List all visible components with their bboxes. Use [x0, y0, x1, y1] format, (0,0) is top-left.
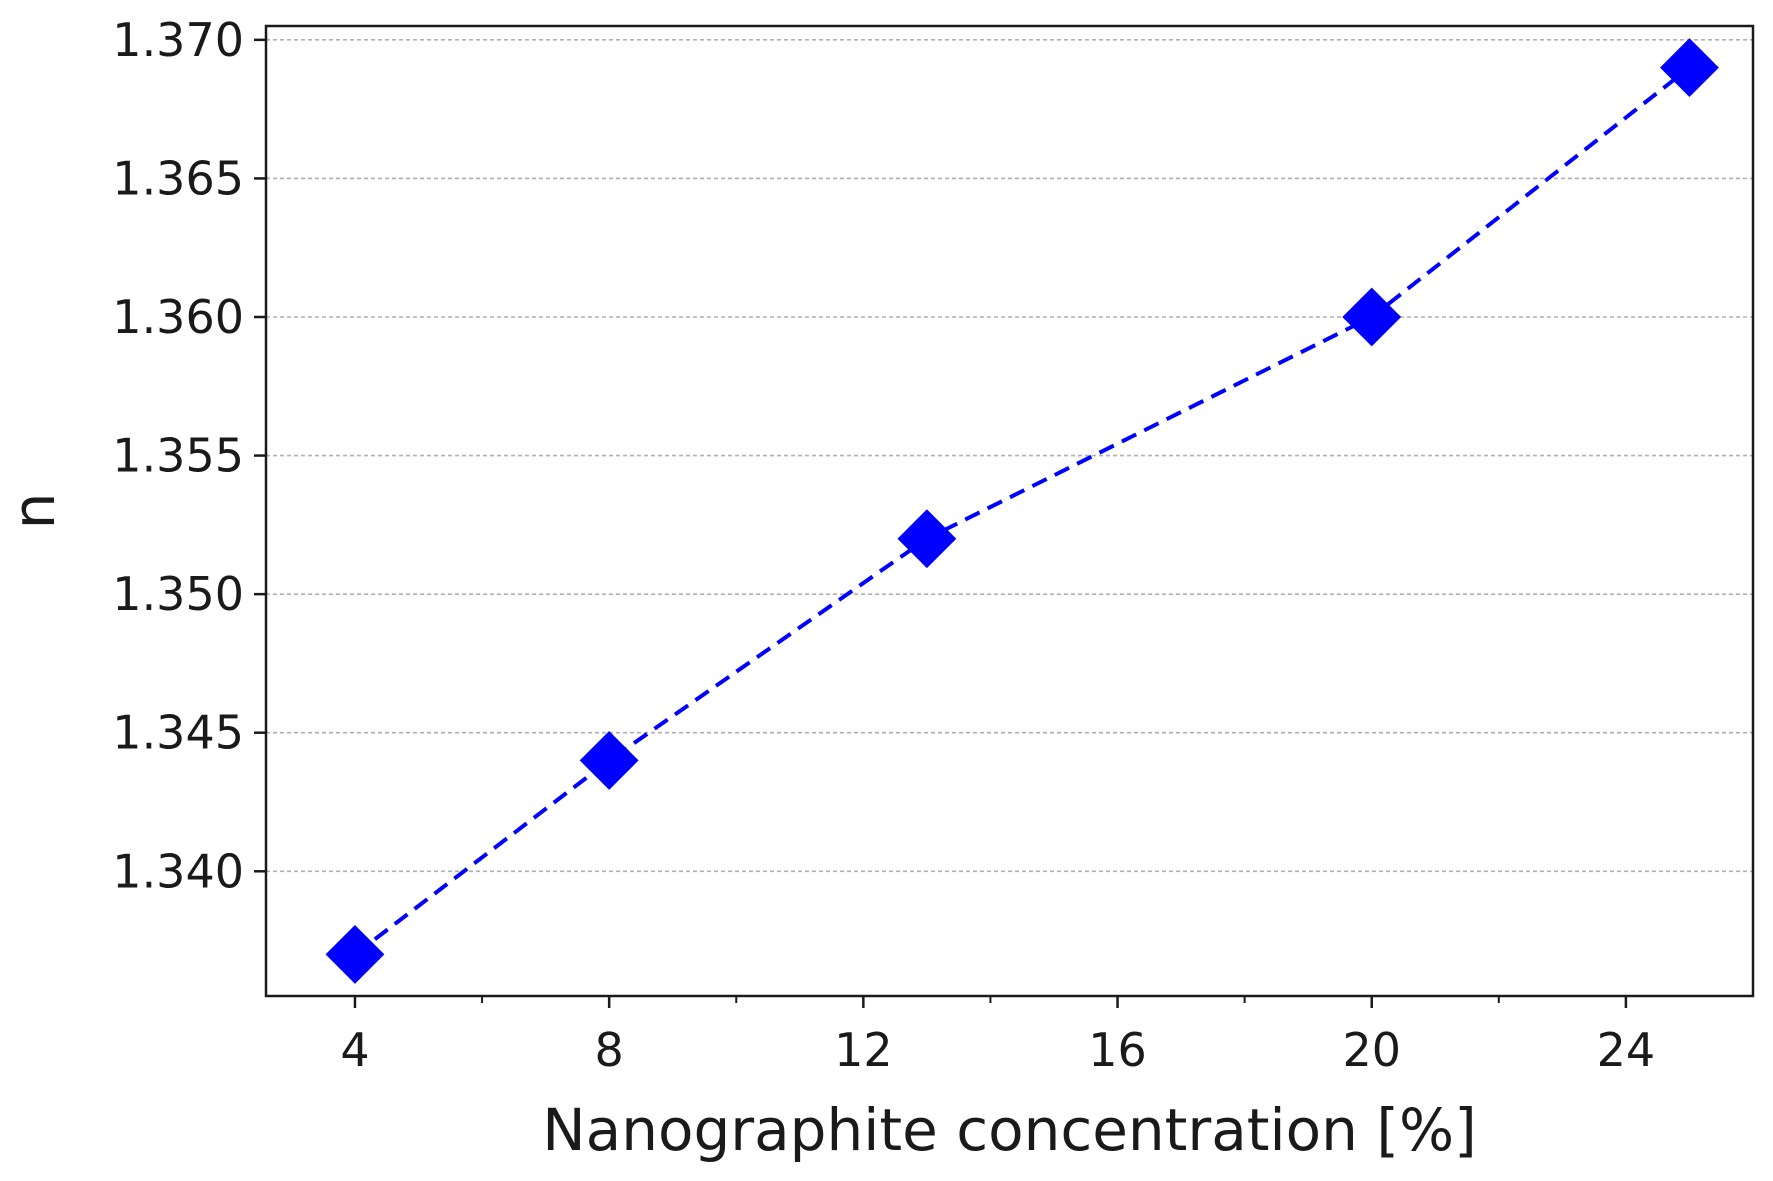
x-tick-label: 8	[595, 1023, 624, 1077]
x-tick-label: 16	[1088, 1023, 1147, 1077]
data-point-marker	[897, 509, 957, 569]
y-tick-label: 1.345	[112, 706, 244, 760]
data-point-marker	[579, 731, 639, 790]
series-layer	[325, 38, 1719, 984]
x-tick-label: 4	[340, 1023, 369, 1077]
ticks-layer: 4 8 12 16 20 24 1.340 1.345 1.350 1.355 1.360 1.365…	[112, 13, 1655, 1077]
y-tick-label: 1.350	[112, 567, 244, 621]
data-point-marker	[325, 925, 385, 984]
y-axis-label: n	[0, 493, 68, 530]
x-tick-label: 12	[834, 1023, 893, 1077]
plot-frame	[264, 24, 1755, 998]
y-tick-label: 1.360	[112, 290, 244, 344]
x-axis-label: Nanographite concentration [%]	[542, 1096, 1476, 1164]
y-tick-label: 1.340	[112, 844, 244, 898]
data-point-marker	[1342, 287, 1402, 347]
grid-layer	[266, 39, 1753, 873]
x-tick-label: 20	[1342, 1023, 1401, 1077]
axes-layer	[264, 24, 1755, 998]
x-tick-label: 24	[1597, 1023, 1656, 1077]
y-tick-label: 1.355	[112, 429, 244, 483]
y-tick-label: 1.365	[112, 151, 244, 205]
data-point-marker	[1660, 38, 1719, 97]
y-tick-label: 1.370	[112, 13, 244, 67]
